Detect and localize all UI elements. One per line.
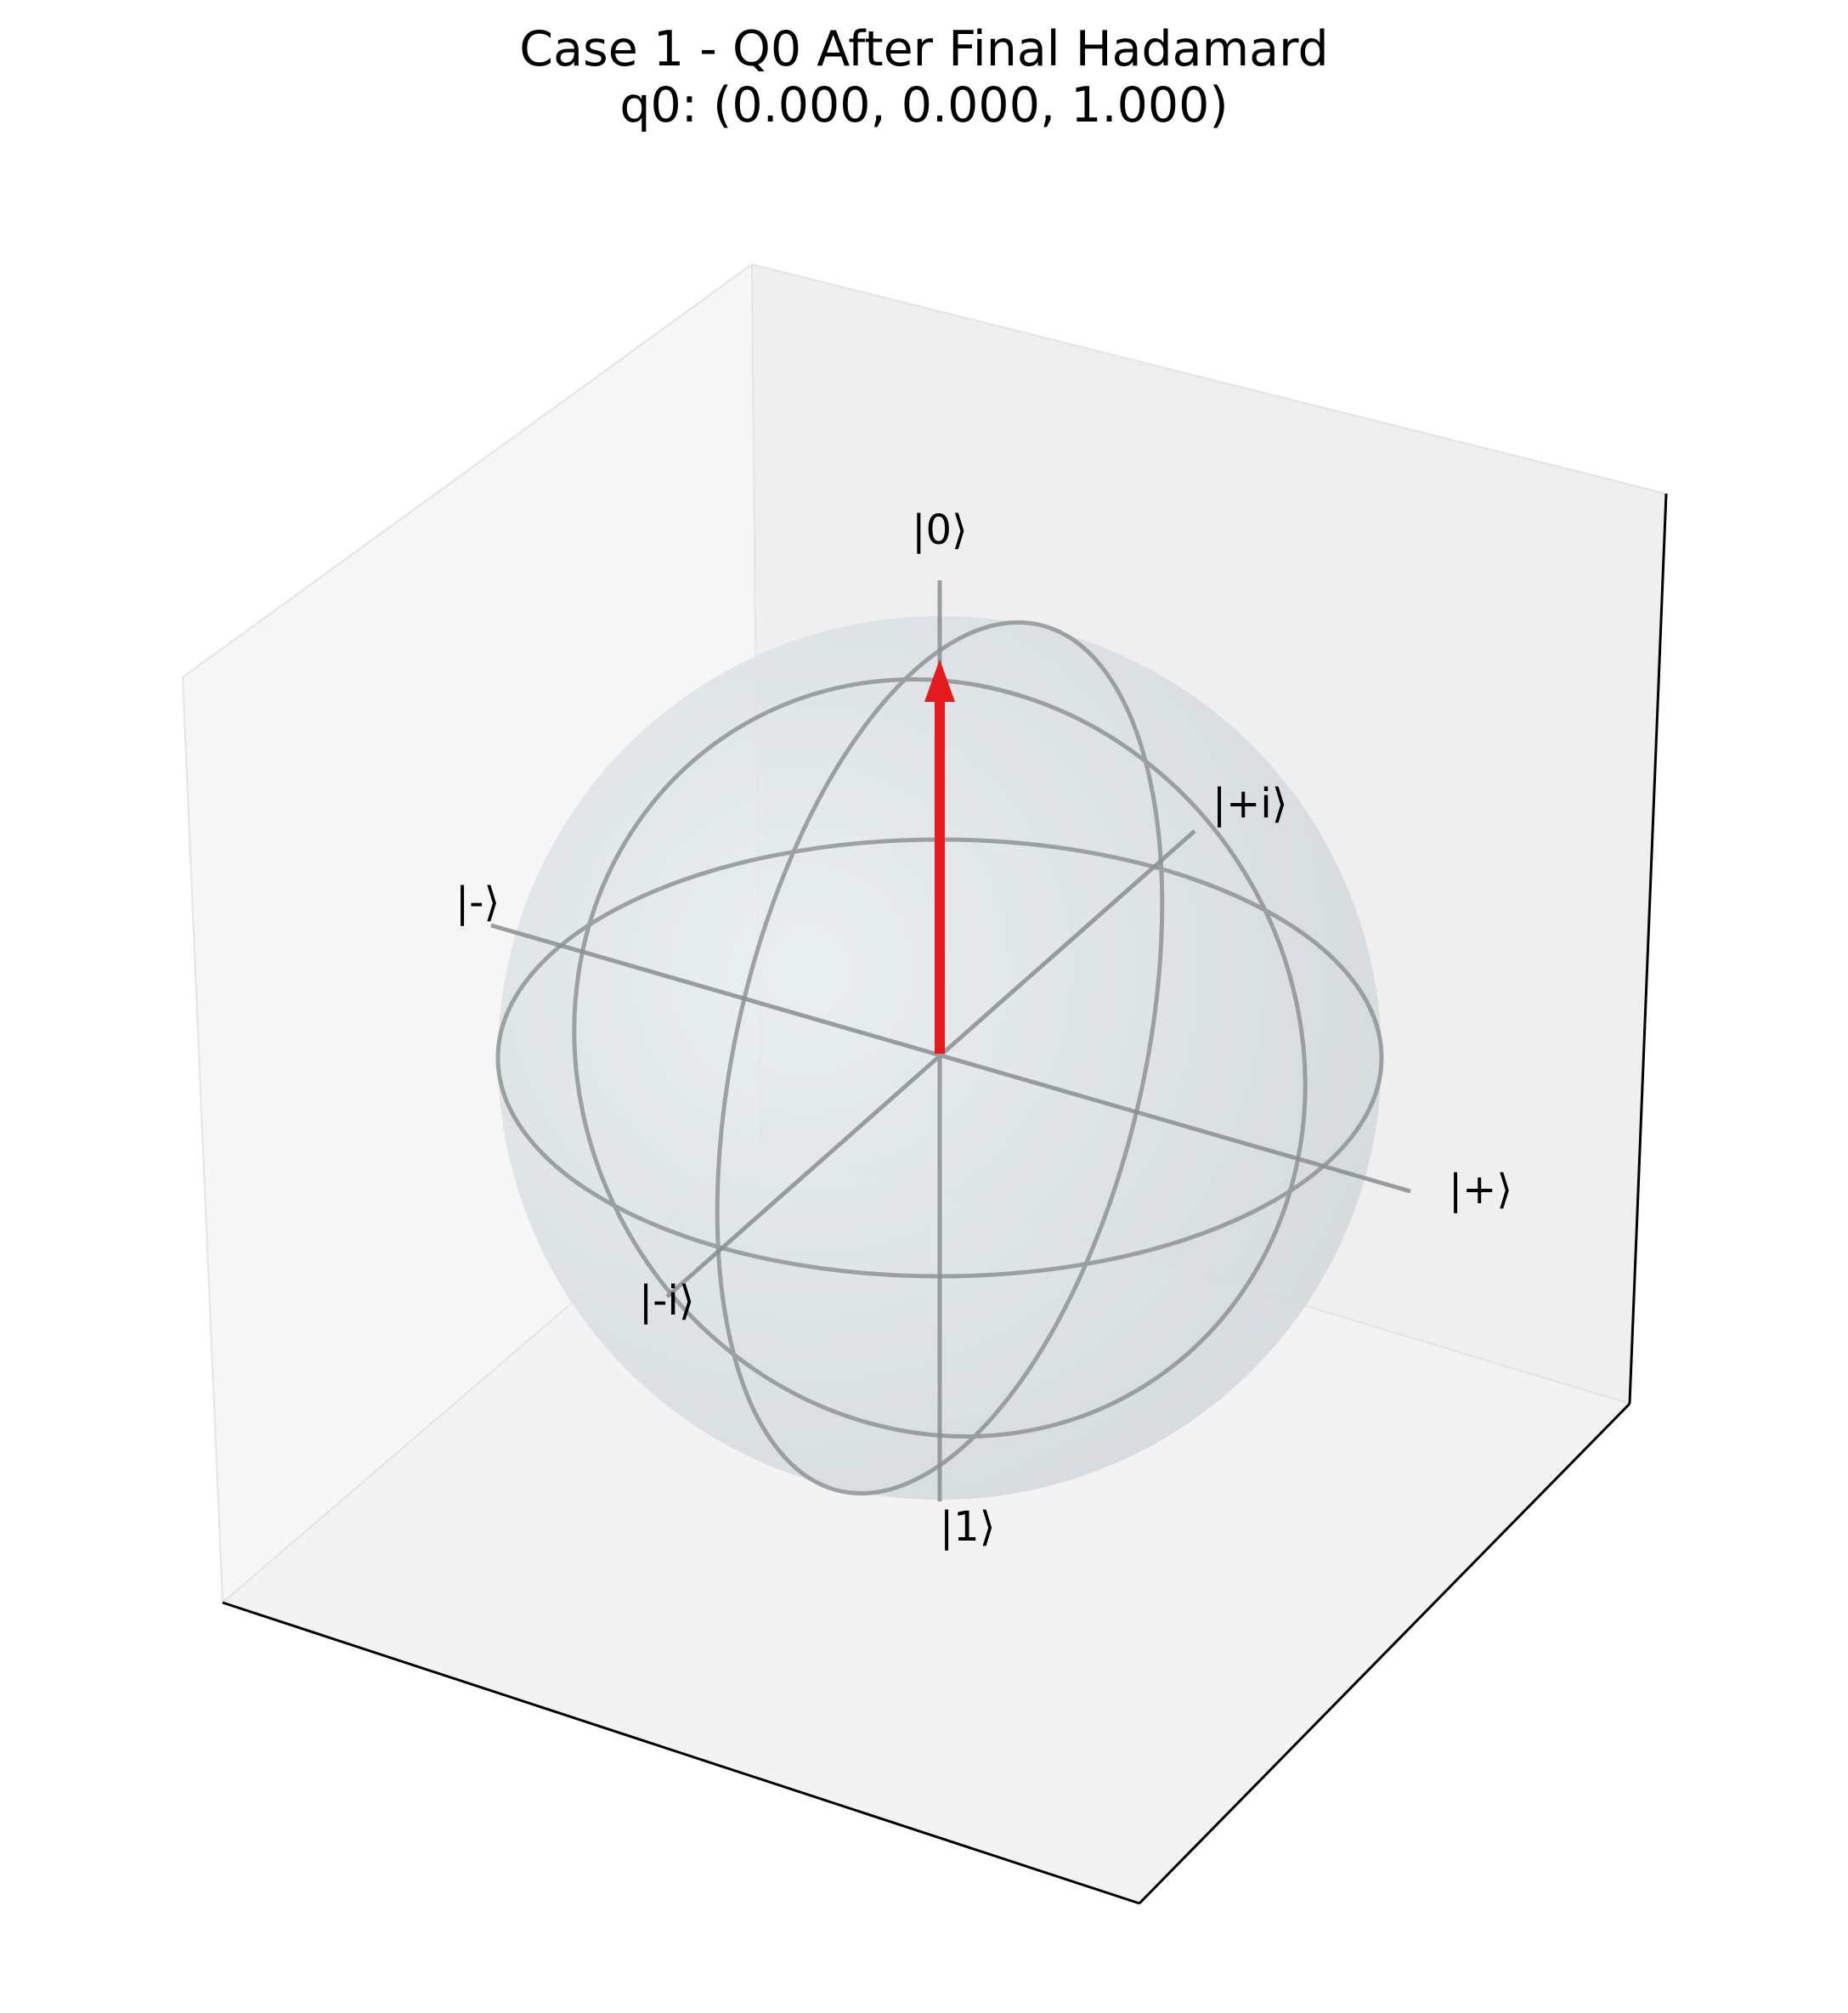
figure-subtitle: q0: (0.000, 0.000, 1.000) xyxy=(619,77,1229,133)
label-y-minus: |-i⟩ xyxy=(639,1277,695,1325)
label-x-minus: |-⟩ xyxy=(455,879,500,926)
axis-edge-front xyxy=(222,1601,1140,1905)
label-y-plus: |+i⟩ xyxy=(1212,780,1287,828)
axis-edge-right-vertical xyxy=(1628,493,1668,1405)
meridian-circle-yz xyxy=(715,620,1165,1496)
figure-title: Case 1 - Q0 After Final Hadamard xyxy=(519,21,1329,77)
state-vector-arrowhead xyxy=(924,659,955,702)
x-axis xyxy=(490,923,1411,1194)
label-z-plus: |0⟩ xyxy=(912,506,967,554)
y-axis xyxy=(665,829,1196,1298)
axis-edge-right-bottom xyxy=(1138,1402,1631,1905)
label-x-plus: |+⟩ xyxy=(1449,1166,1512,1213)
label-z-minus: |1⟩ xyxy=(940,1503,995,1551)
meridian-circle-xz xyxy=(572,677,1308,1439)
